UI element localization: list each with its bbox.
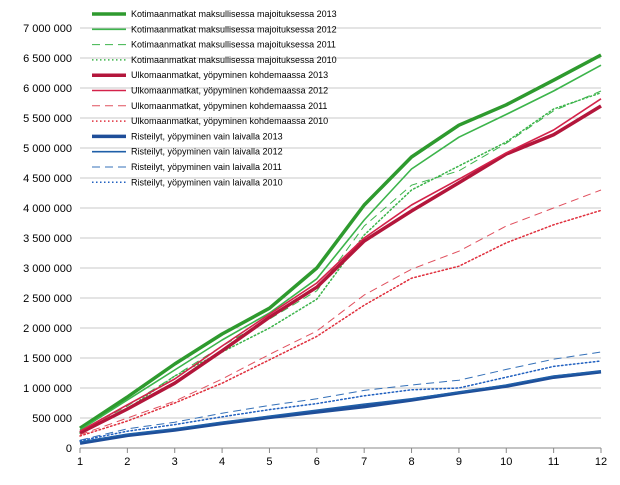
y-tick-label: 3 000 000 (23, 263, 72, 275)
series-line-9 (79, 370, 602, 443)
legend-label: Kotimaanmatkat maksullisessa majoitukses… (131, 40, 336, 50)
legend-label: Risteilyt, yöpyminen vain laivalla 2011 (131, 162, 282, 172)
series-line-8 (79, 370, 602, 445)
y-tick-label: 7 000 000 (23, 23, 72, 35)
axes: 0 500 000 1 000 000 1 500 000 2 000 000 2 500… (23, 23, 607, 468)
series-line-3 (79, 92, 602, 434)
legend-label: Risteilyt, yöpyminen vain laivalla 2010 (131, 177, 283, 187)
data-series (79, 53, 602, 445)
legend-label: Ulkomaanmatkat, yöpyminen kohdemaassa 20… (131, 101, 327, 111)
x-tick-label: 7 (361, 456, 367, 468)
x-tick-label: 10 (500, 456, 512, 468)
y-tick-label: 5 000 000 (23, 143, 72, 155)
y-tick-label: 2 000 000 (23, 323, 72, 335)
legend-label: Risteilyt, yöpyminen vain laivalla 2012 (131, 147, 283, 157)
series-line-10 (79, 351, 602, 441)
y-tick-label: 4 000 000 (23, 203, 72, 215)
legend: Kotimaanmatkat maksullisessa majoitukses… (92, 9, 337, 187)
y-tick-label: 2 500 000 (23, 293, 72, 305)
x-tick-label: 1 (77, 456, 83, 468)
series-line-4 (79, 104, 602, 435)
series-line-0 (79, 53, 602, 430)
x-tick-label: 2 (124, 456, 130, 468)
y-tick-label: 5 500 000 (23, 113, 72, 125)
y-tick-label: 3 500 000 (23, 233, 72, 245)
x-tick-label: 4 (219, 456, 225, 468)
legend-label: Ulkomaanmatkat, yöpyminen kohdemaassa 20… (131, 86, 328, 96)
y-tick-label: 6 000 000 (23, 83, 72, 95)
series-line-6 (79, 189, 602, 436)
series-line-2 (79, 90, 602, 432)
x-tick-label: 6 (314, 456, 320, 468)
legend-label: Kotimaanmatkat maksullisessa majoitukses… (131, 24, 337, 34)
x-tick-label: 9 (456, 456, 462, 468)
y-tick-label: 500 000 (32, 413, 72, 425)
y-tick-label: 0 (66, 443, 72, 455)
legend-label: Ulkomaanmatkat, yöpyminen kohdemaassa 20… (131, 116, 328, 126)
y-tick-label: 1 500 000 (23, 353, 72, 365)
legend-label: Kotimaanmatkat maksullisessa majoitukses… (131, 9, 337, 19)
series-line-5 (79, 98, 602, 432)
y-tick-label: 1 000 000 (23, 383, 72, 395)
x-tick-label: 5 (266, 456, 272, 468)
series-line-7 (79, 209, 602, 437)
x-tick-label: 11 (548, 456, 559, 468)
series-line-1 (79, 64, 602, 431)
legend-label: Risteilyt, yöpyminen vain laivalla 2013 (131, 131, 283, 141)
legend-label: Kotimaanmatkat maksullisessa majoitukses… (131, 55, 337, 65)
legend-label: Ulkomaanmatkat, yöpyminen kohdemaassa 20… (131, 70, 328, 80)
series-line-11 (79, 360, 602, 442)
x-tick-label: 12 (595, 456, 607, 468)
y-tick-label: 6 500 000 (23, 53, 72, 65)
x-tick-label: 8 (408, 456, 414, 468)
x-tick-label: 3 (172, 456, 178, 468)
y-tick-label: 4 500 000 (23, 173, 72, 185)
